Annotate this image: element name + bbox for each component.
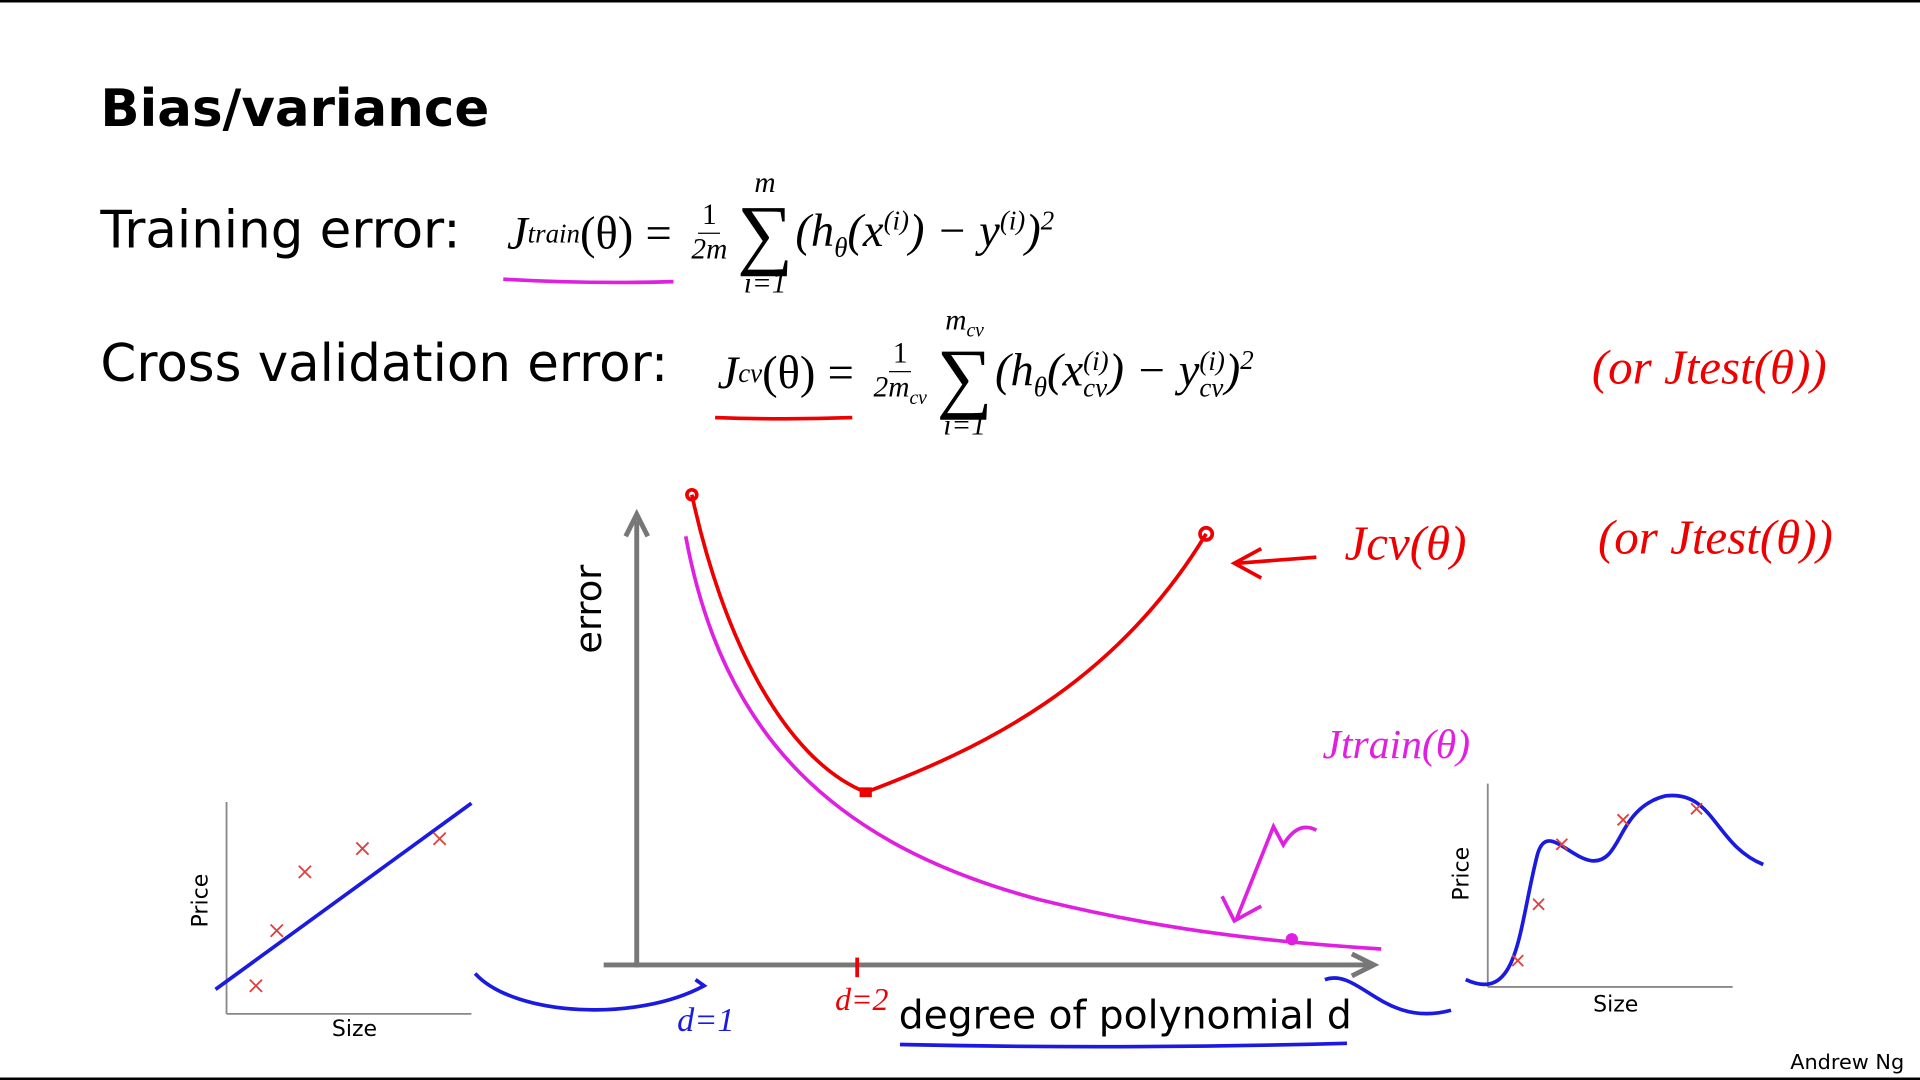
sum-top: m bbox=[754, 167, 776, 200]
arg: (θ) bbox=[580, 207, 634, 260]
right-x-label: Size bbox=[1593, 991, 1639, 1018]
left-points bbox=[249, 832, 447, 993]
sum: mcv ∑ i=1 bbox=[937, 306, 993, 441]
sub: cv bbox=[1083, 372, 1108, 404]
footer: Andrew Ng bbox=[1790, 1050, 1905, 1076]
subsup: (i) cv bbox=[1083, 345, 1109, 404]
s: 2 bbox=[1240, 344, 1254, 375]
s: θ bbox=[834, 231, 848, 263]
sum: m ∑ i=1 bbox=[737, 169, 793, 298]
right-axes bbox=[1486, 783, 1733, 988]
note-jtrain: Jtrain(θ) bbox=[1322, 722, 1471, 768]
training-label: Training error: bbox=[100, 199, 461, 260]
sub: train bbox=[527, 217, 581, 249]
sigma: ∑ bbox=[737, 189, 793, 277]
arrow-d1 bbox=[473, 972, 708, 1012]
den-main: 2m bbox=[873, 371, 910, 404]
note-or-jtest-curve: (or Jtest(θ)) bbox=[1597, 509, 1833, 565]
left-x-label: Size bbox=[331, 1016, 378, 1043]
main-axes bbox=[603, 508, 1380, 979]
sup: (i) bbox=[1199, 345, 1225, 377]
sym: J bbox=[506, 207, 528, 260]
cv-min bbox=[859, 787, 872, 798]
cv-end bbox=[1198, 525, 1215, 542]
den-sub: cv bbox=[909, 387, 927, 409]
slide-title: Bias/variance bbox=[100, 78, 490, 139]
s: 2 bbox=[1040, 204, 1055, 235]
top-main: m bbox=[945, 304, 967, 337]
right-points bbox=[1511, 802, 1703, 967]
t: (x bbox=[847, 205, 884, 257]
left-y-label: Price bbox=[187, 873, 214, 928]
eq: = bbox=[827, 347, 854, 400]
den: 2m bbox=[691, 234, 728, 267]
underline-degree bbox=[899, 1041, 1348, 1049]
note-or-jtest: (or Jtest(θ)) bbox=[1591, 339, 1827, 395]
sup: (i) bbox=[1083, 345, 1109, 377]
eq: = bbox=[645, 207, 672, 260]
s: (i) bbox=[999, 204, 1026, 235]
sum-top: mcv bbox=[945, 306, 984, 341]
body: (hθ(x (i) cv) − y (i) cv)2 bbox=[995, 344, 1254, 404]
x-axis-label: degree of polynomial d bbox=[898, 991, 1352, 1039]
arg: (θ) bbox=[762, 347, 816, 400]
arrow-jcv bbox=[1230, 546, 1317, 580]
body: (hθ(x(i)) − y(i))2 bbox=[795, 204, 1054, 264]
t: ) bbox=[1224, 345, 1241, 397]
note-d1: d=1 bbox=[677, 1001, 735, 1040]
left-fit bbox=[214, 801, 473, 991]
top-sub: cv bbox=[966, 320, 984, 342]
t: (h bbox=[795, 205, 835, 257]
underline-jtrain bbox=[503, 277, 674, 285]
sub: cv bbox=[1199, 372, 1224, 404]
subsup: (i) cv bbox=[1199, 345, 1225, 404]
cv-curve bbox=[690, 494, 1208, 795]
cv-label: Cross validation error: bbox=[100, 333, 669, 394]
y-axis-label: error bbox=[567, 564, 611, 654]
left-axes bbox=[225, 802, 472, 1015]
sum-bottom: i=1 bbox=[743, 267, 787, 300]
t: (x bbox=[1046, 345, 1084, 397]
s: (i) bbox=[883, 204, 910, 235]
t: ) − y bbox=[1108, 345, 1200, 397]
sigma: ∑ bbox=[936, 332, 993, 420]
note-jcv: Jcv(θ) bbox=[1344, 515, 1467, 571]
den: 2mcv bbox=[874, 372, 927, 410]
frac: 1 2mcv bbox=[874, 338, 927, 410]
note-d2: d=2 bbox=[835, 982, 889, 1018]
sym: J bbox=[717, 347, 739, 400]
num: 1 bbox=[698, 200, 721, 235]
arrow-jtrain bbox=[1220, 822, 1318, 924]
right-y-label: Price bbox=[1449, 846, 1475, 901]
t: ) bbox=[1025, 205, 1041, 257]
arrow-dhigh bbox=[1324, 976, 1452, 1016]
sum-bottom: i=1 bbox=[943, 410, 986, 443]
s: θ bbox=[1033, 371, 1047, 403]
t: (h bbox=[994, 345, 1034, 397]
train-dot bbox=[1285, 933, 1298, 946]
train-curve bbox=[683, 535, 1382, 951]
num: 1 bbox=[889, 338, 912, 372]
frac: 1 2m bbox=[691, 200, 727, 267]
sub: cv bbox=[738, 357, 763, 389]
right-fit bbox=[1464, 793, 1764, 987]
underline-jcv bbox=[715, 415, 853, 421]
t: ) − y bbox=[909, 205, 1000, 257]
cv-start bbox=[685, 487, 699, 502]
